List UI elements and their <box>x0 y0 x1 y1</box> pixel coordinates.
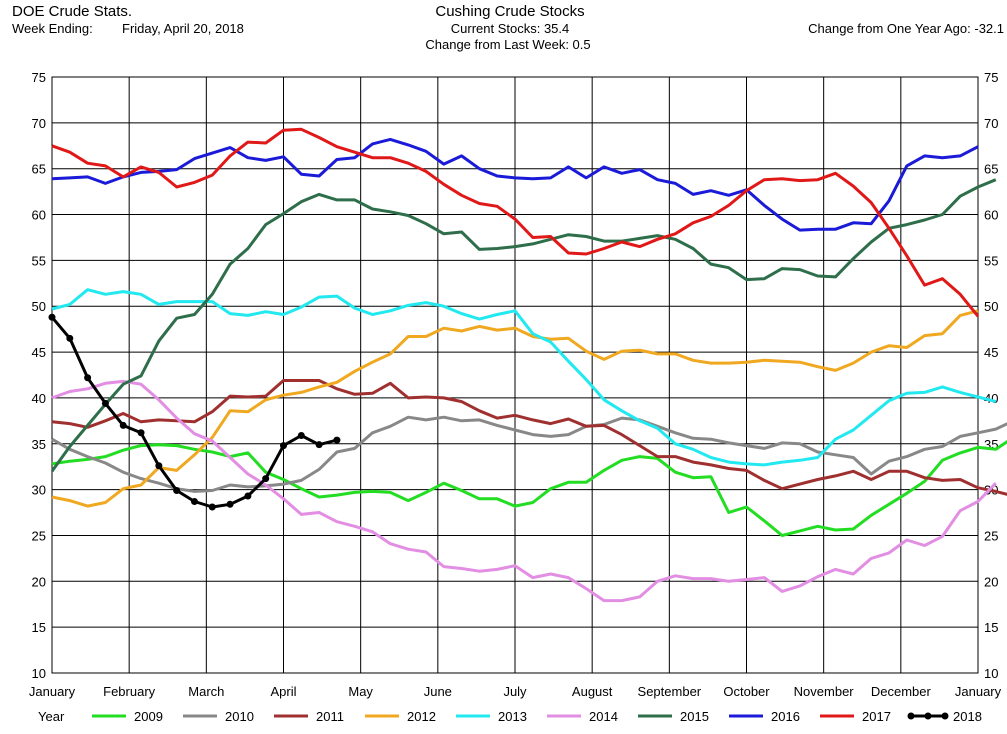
x-tick-label: September <box>638 684 702 699</box>
series-point-2018 <box>173 487 181 495</box>
legend-marker-2018 <box>924 712 932 720</box>
y-tick-label-right: 15 <box>984 620 998 635</box>
y-tick-label-left: 10 <box>32 666 46 681</box>
series-point-2018 <box>66 334 74 342</box>
series-line-2016 <box>51 137 979 232</box>
legend-label-2012: 2012 <box>407 709 436 724</box>
x-tick-label: March <box>188 684 224 699</box>
series-point-2018 <box>297 432 305 440</box>
y-tick-label-left: 65 <box>32 162 46 177</box>
series-point-2018 <box>155 462 163 470</box>
series-line-2010 <box>51 415 1007 493</box>
y-tick-label-left: 60 <box>32 208 46 223</box>
y-tick-label-right: 70 <box>984 116 998 131</box>
app-title: DOE Crude Stats. <box>12 3 133 20</box>
change-from-last-week: Change from Last Week: 0.5 <box>425 37 591 52</box>
legend-label-2018: 2018 <box>953 709 982 724</box>
y-tick-label-right: 10 <box>984 666 998 681</box>
y-tick-label-left: 55 <box>32 253 46 268</box>
legend-label-2017: 2017 <box>862 709 891 724</box>
series-point-2018 <box>84 374 92 382</box>
y-tick-label-left: 50 <box>32 299 46 314</box>
y-tick-label-left: 25 <box>32 528 46 543</box>
legend-label-2009: 2009 <box>134 709 163 724</box>
week-ending-label: Week Ending: <box>12 21 93 36</box>
series-point-2018 <box>101 399 109 407</box>
x-tick-label: May <box>348 684 373 699</box>
y-tick-label-right: 20 <box>984 574 998 589</box>
legend-label-2010: 2010 <box>225 709 254 724</box>
y-tick-label-right: 25 <box>984 528 998 543</box>
legend-label-2013: 2013 <box>498 709 527 724</box>
series-point-2018 <box>190 498 198 506</box>
legend-label-2011: 2011 <box>316 709 344 724</box>
x-tick-label: July <box>503 684 527 699</box>
legend-marker-2018 <box>907 712 915 720</box>
series-line-2017 <box>51 127 980 318</box>
x-tick-label: October <box>723 684 770 699</box>
y-tick-label-left: 30 <box>32 483 46 498</box>
x-tick-label: January <box>29 684 76 699</box>
y-tick-label-left: 75 <box>32 70 46 85</box>
series-point-2018 <box>280 442 287 450</box>
series-line-2011 <box>51 379 1007 496</box>
change-from-one-year-ago: Change from One Year Ago: -32.1 <box>808 21 1004 36</box>
series-line-2012 <box>51 309 979 508</box>
series-point-2018 <box>262 475 270 483</box>
x-tick-label: June <box>424 684 452 699</box>
series-line-2013 <box>51 288 997 467</box>
x-tick-label: August <box>572 684 613 699</box>
series-point-2018 <box>137 429 145 437</box>
series-line-2014 <box>51 379 997 603</box>
y-tick-label-right: 50 <box>984 299 998 314</box>
series-line-2015 <box>50 178 997 473</box>
y-tick-label-left: 45 <box>32 345 46 360</box>
series-point-2018 <box>226 500 234 508</box>
week-ending-value: Friday, April 20, 2018 <box>122 21 244 36</box>
series-line-2009 <box>51 440 1007 537</box>
y-tick-label-left: 35 <box>32 437 46 452</box>
x-tick-label: January <box>955 684 1002 699</box>
legend-title: Year <box>38 709 65 724</box>
legend-label-2015: 2015 <box>680 709 709 724</box>
y-tick-label-right: 75 <box>984 70 998 85</box>
series-point-2018 <box>315 441 323 449</box>
series-point-2018 <box>208 503 216 511</box>
legend-label-2016: 2016 <box>771 709 800 724</box>
legend-label-2014: 2014 <box>589 709 618 724</box>
chart-title: Cushing Crude Stocks <box>435 3 585 20</box>
series-point-2018 <box>48 313 56 321</box>
y-tick-label-right: 55 <box>984 253 998 268</box>
y-tick-label-left: 40 <box>32 391 46 406</box>
x-tick-label: February <box>103 684 156 699</box>
y-tick-label-right: 45 <box>984 345 998 360</box>
y-tick-label-left: 15 <box>32 620 46 635</box>
y-tick-label-right: 60 <box>984 208 998 223</box>
y-tick-label-left: 20 <box>32 574 46 589</box>
x-tick-label: April <box>270 684 296 699</box>
y-tick-label-left: 70 <box>32 116 46 131</box>
series-point-2018 <box>333 436 341 444</box>
x-tick-label: November <box>794 684 855 699</box>
current-stocks: Current Stocks: 35.4 <box>450 21 570 36</box>
series-point-2018 <box>244 492 252 500</box>
y-tick-label-right: 65 <box>984 162 998 177</box>
legend-marker-2018 <box>941 712 949 720</box>
x-tick-label: December <box>871 684 932 699</box>
series-point-2018 <box>119 421 127 429</box>
